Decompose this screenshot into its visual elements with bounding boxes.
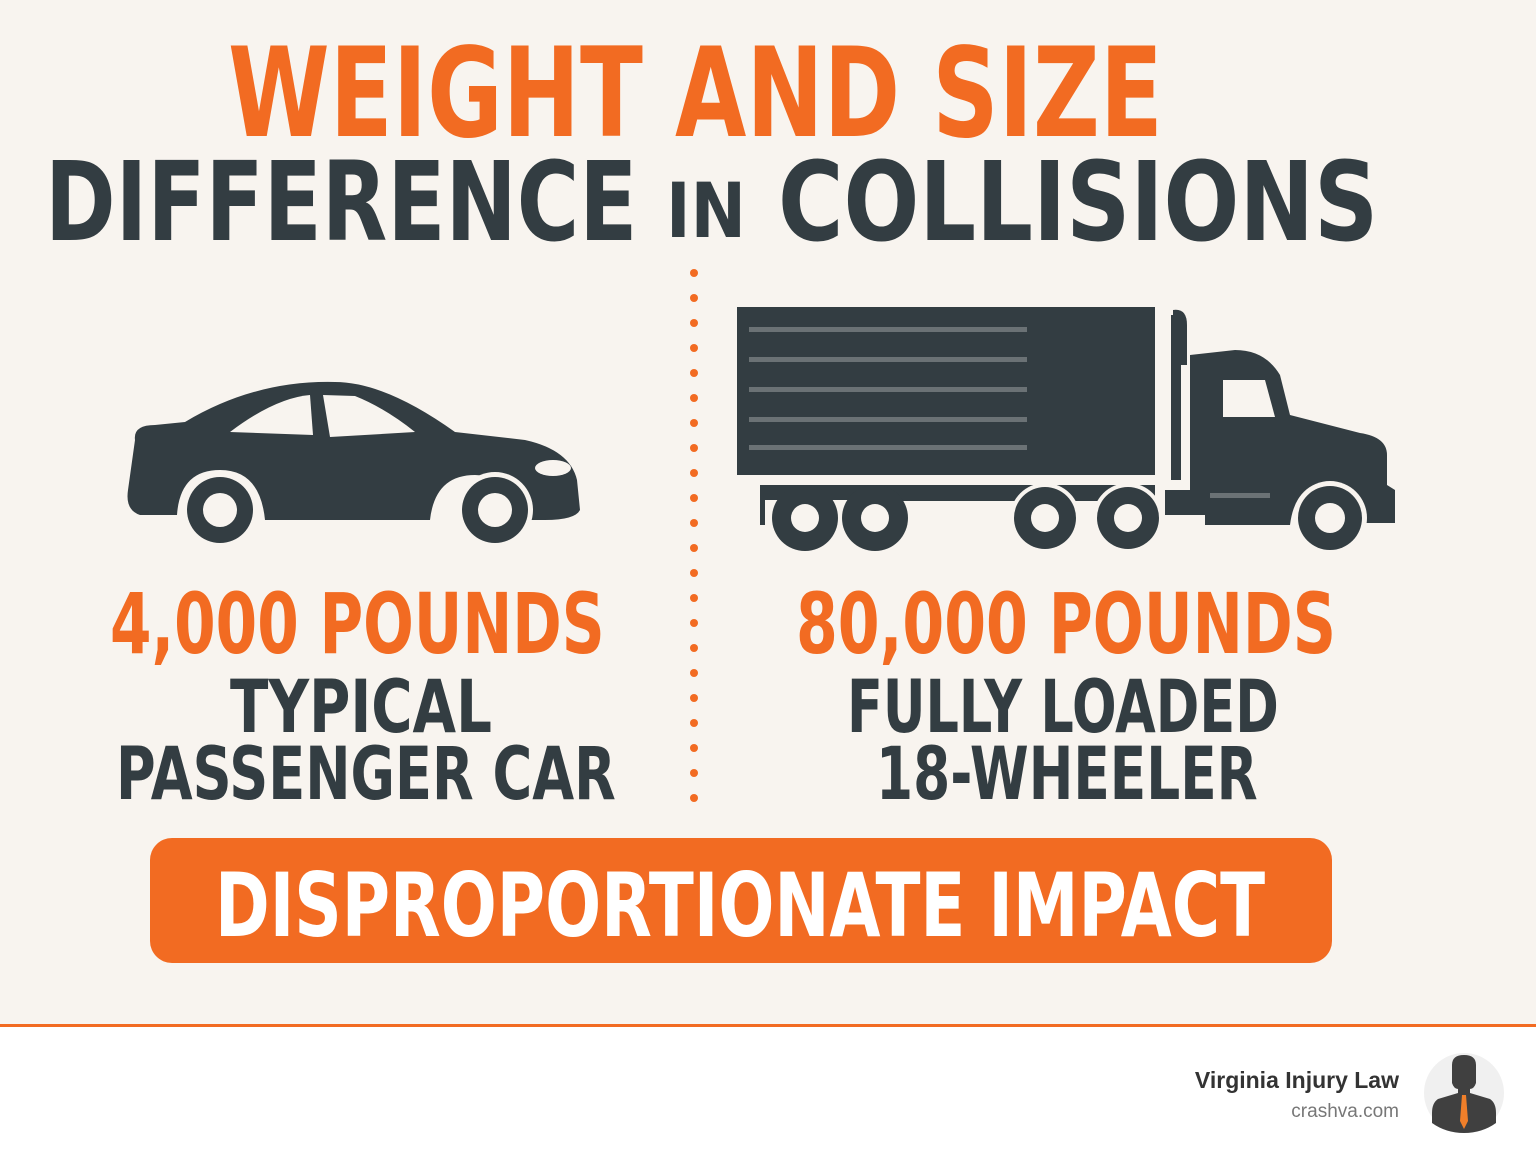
car-weight: 4,000 POUNDS (110, 575, 605, 673)
lawyer-avatar-icon (1424, 1053, 1504, 1133)
title-difference: DIFFERENCE (45, 138, 638, 266)
impact-banner (150, 838, 1332, 963)
banner-text: DISPROPORTIONATE IMPACT (215, 854, 1266, 957)
car-label-1: TYPICAL (230, 665, 492, 750)
truck-label-1: FULLY LOADED (847, 665, 1279, 750)
footer: Virginia Injury Law crashva.com (0, 1024, 1536, 1157)
semi-truck-icon (737, 307, 1395, 555)
brand-url[interactable]: crashva.com (1291, 1101, 1399, 1122)
truck-label-2: 18-WHEELER (876, 732, 1258, 817)
car-label-2: PASSENGER CAR (116, 732, 616, 817)
title-in: IN (666, 166, 746, 255)
brand-name: Virginia Injury Law (1194, 1067, 1399, 1093)
car-icon (127, 381, 580, 548)
title-line-1: WEIGHT AND SIZE (228, 22, 1163, 166)
truck-weight: 80,000 POUNDS (796, 575, 1337, 673)
dotted-divider (690, 269, 698, 802)
title-collisions: COLLISIONS (778, 138, 1379, 266)
